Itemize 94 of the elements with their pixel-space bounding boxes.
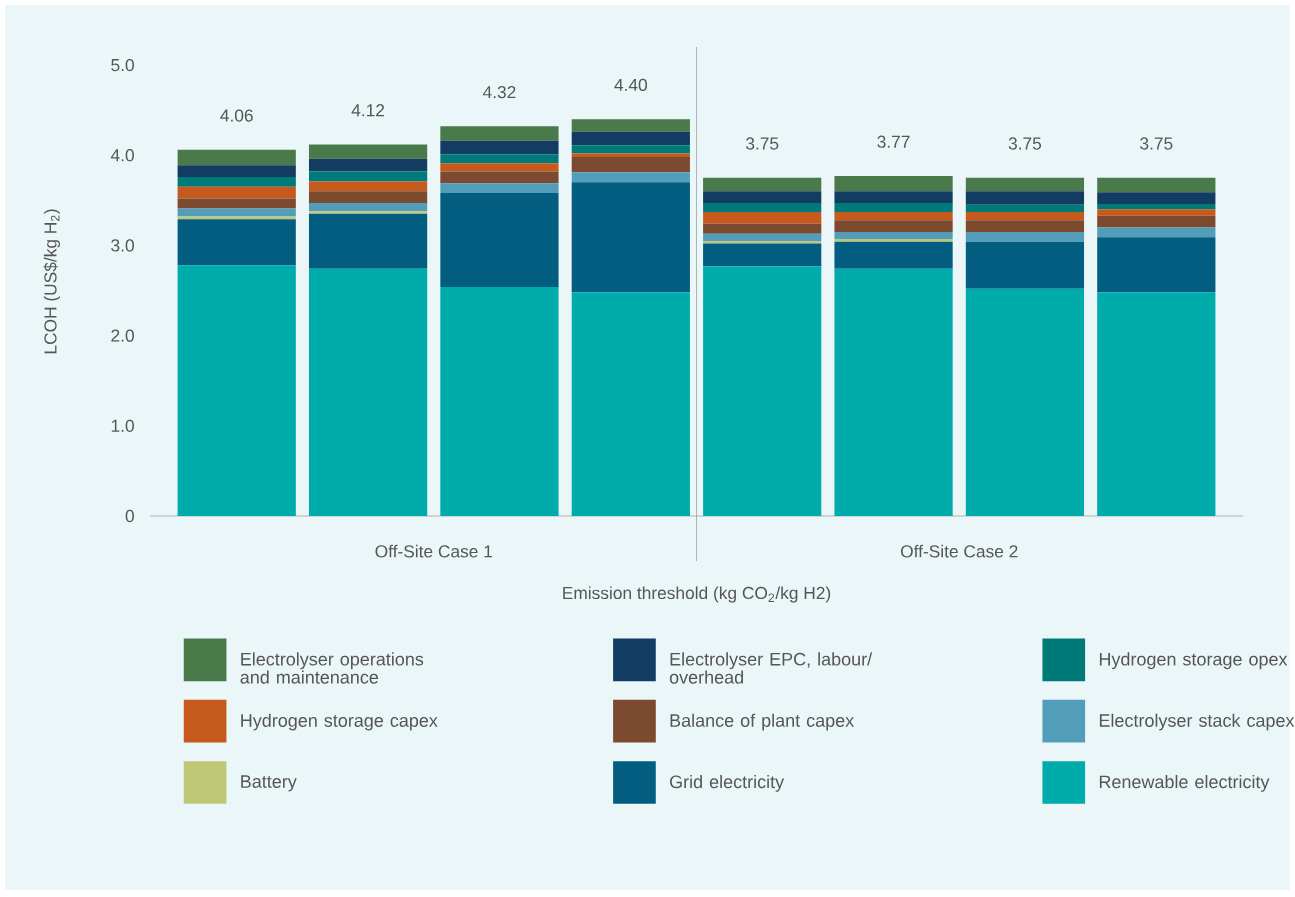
bar	[571, 172, 690, 183]
bar	[177, 265, 296, 516]
bar	[703, 212, 822, 224]
bar	[308, 268, 428, 516]
bar	[1097, 177, 1216, 193]
bar	[571, 182, 690, 293]
bar	[703, 266, 822, 516]
bar	[1097, 203, 1216, 210]
legend-label: Electrolyser operations and maintenance	[240, 652, 424, 684]
y-axis-title: LCOH (US$/kg H$_{2}$)	[43, 209, 61, 354]
bar	[703, 191, 822, 204]
text: Off-Site Case 2	[900, 544, 1018, 558]
bar	[177, 219, 296, 266]
bar	[308, 158, 428, 172]
bar	[965, 204, 1085, 213]
bar	[571, 119, 690, 132]
total-label: 4.40	[614, 78, 648, 92]
total-label: 3.77	[877, 135, 910, 148]
legend-label: Electrolyser EPC, labour/ overhead	[669, 652, 873, 684]
bar	[308, 213, 428, 269]
bar	[834, 231, 953, 240]
bar	[834, 175, 953, 192]
bar	[571, 292, 690, 516]
bar	[308, 203, 428, 212]
legend-label: Renewable electricity	[1099, 775, 1270, 792]
bar	[177, 149, 296, 166]
bar	[1097, 292, 1216, 516]
legend-label: Hydrogen storage opex	[1099, 652, 1288, 670]
bar	[440, 286, 559, 516]
y-tick-label: 1.0	[111, 419, 134, 432]
bar	[308, 211, 428, 214]
legend-label: Electrolyser stack capex	[1099, 713, 1295, 731]
bar	[308, 191, 428, 204]
bar	[703, 177, 822, 192]
bar	[1097, 227, 1216, 238]
bar	[571, 145, 690, 154]
bar	[834, 220, 953, 232]
bar	[177, 165, 296, 177]
total-label: 3.75	[745, 137, 779, 150]
bar	[834, 239, 953, 242]
bar	[703, 223, 822, 234]
bar	[703, 240, 822, 244]
bar	[177, 186, 296, 199]
legend-label: Balance of plant capex	[670, 713, 854, 731]
y-tick-label: 0	[125, 509, 134, 523]
bar	[440, 171, 559, 184]
bar	[440, 126, 559, 141]
bar	[308, 144, 428, 159]
bar	[834, 241, 953, 269]
bar	[1097, 209, 1216, 216]
y-tick-label: 5.0	[111, 58, 134, 72]
bar	[440, 140, 559, 155]
bar	[308, 181, 428, 192]
bar	[965, 212, 1085, 221]
bar	[703, 233, 822, 241]
bar	[834, 268, 953, 516]
bar	[308, 171, 428, 182]
bar	[1097, 192, 1216, 204]
total-label: 3.75	[1140, 137, 1173, 150]
bar	[834, 191, 953, 204]
bar	[834, 212, 953, 221]
bar	[571, 153, 690, 158]
x-axis-title: Emission threshold (kg CO$_{2}$/kg H2)	[563, 586, 831, 603]
bar	[440, 183, 559, 194]
bar	[965, 231, 1085, 242]
bar	[177, 176, 296, 187]
bar	[440, 154, 559, 164]
bar	[177, 208, 296, 217]
bar	[703, 203, 822, 213]
bar	[571, 157, 690, 173]
bar	[965, 191, 1085, 205]
total-label: 3.75	[1008, 137, 1042, 150]
legend-label: Grid electricity	[670, 775, 785, 792]
bar	[965, 241, 1085, 289]
bar	[177, 198, 296, 209]
y-tick-label: 3.0	[111, 239, 134, 252]
total-label: 4.12	[351, 104, 385, 117]
bar	[571, 131, 690, 146]
text: Off-Site Case 1	[375, 544, 492, 558]
y-tick-label: 2.0	[111, 329, 134, 342]
bar	[703, 243, 822, 267]
bar	[1097, 237, 1216, 293]
bar	[1097, 215, 1216, 228]
total-label: 4.06	[220, 109, 253, 122]
total-label: 4.32	[482, 85, 516, 99]
y-tick-label: 4.0	[110, 149, 134, 162]
bar	[440, 163, 559, 172]
legend-label: Hydrogen storage capex	[241, 713, 438, 731]
bar	[440, 193, 559, 287]
bar	[834, 203, 953, 213]
bar	[965, 288, 1085, 516]
bar	[965, 220, 1085, 232]
bar	[965, 177, 1085, 192]
legend-label: Battery	[241, 775, 297, 792]
